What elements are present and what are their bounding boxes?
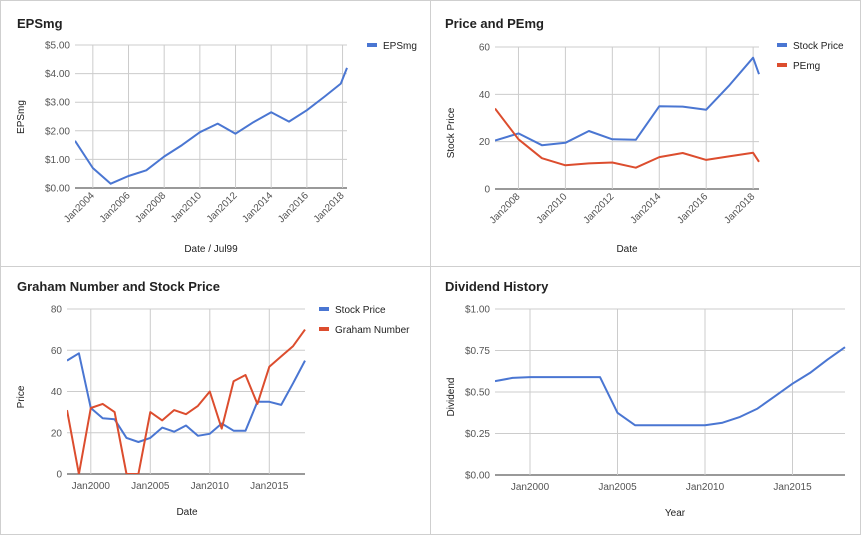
eps-chart-panel: EPSmg $0.00 $1.00 $2.00 $3.00 $4.00 $5.00 Jan20…: [0, 0, 431, 267]
y-axis-title: EPSmg: [16, 100, 27, 134]
series-line-stock-price: [495, 56, 760, 147]
x-tick-label: Jan2012: [582, 191, 617, 226]
x-tick-label: Jan2016: [675, 191, 710, 226]
y-tick-label: $5.00: [45, 41, 70, 52]
chart-title: Price and PEmg: [445, 16, 544, 31]
graham-chart: Graham Number and Stock Price 0 20 40 60 80 Ja…: [16, 279, 410, 518]
dividend-chart: Dividend History $0.00 $0.25 $0.50 $0.75 $1.0…: [445, 279, 846, 519]
legend-label: Stock Price: [793, 41, 844, 52]
x-tick-label: Jan2000: [72, 481, 111, 492]
y-axis-title: Dividend: [446, 378, 457, 417]
x-tick-label: Jan2015: [773, 482, 812, 493]
y-tick-label: 40: [51, 387, 63, 398]
y-tick-label: $0.25: [465, 429, 490, 440]
legend-swatch: [319, 307, 329, 311]
y-tick-label: 0: [56, 470, 62, 481]
legend-label: Graham Number: [335, 325, 410, 336]
y-tick-label: $3.00: [45, 98, 70, 109]
eps-chart: EPSmg $0.00 $1.00 $2.00 $3.00 $4.00 $5.00 Jan20…: [16, 16, 417, 255]
y-tick-label: 60: [479, 43, 491, 54]
y-axis-title: Price: [16, 385, 27, 408]
y-tick-label: $1.00: [45, 155, 70, 166]
x-tick-label: Jan2014: [628, 191, 663, 226]
y-tick-label: $4.00: [45, 69, 70, 80]
y-tick-label: $0.50: [465, 388, 490, 399]
x-tick-label: Jan2008: [133, 190, 168, 225]
series-line-stock-price: [67, 352, 306, 443]
x-tick-label: Jan2018: [722, 191, 757, 226]
dividend-chart-panel: Dividend History $0.00 $0.25 $0.50 $0.75 $1.0…: [430, 266, 861, 535]
y-tick-label: 40: [479, 90, 491, 101]
y-tick-label: 20: [51, 428, 63, 439]
legend-swatch: [777, 43, 787, 47]
legend-label: EPSmg: [383, 41, 417, 52]
graham-chart-panel: Graham Number and Stock Price 0 20 40 60 80 Ja…: [0, 266, 431, 535]
legend-label: PEmg: [793, 61, 820, 72]
y-tick-label: $2.00: [45, 126, 70, 137]
x-tick-label: Jan2015: [250, 481, 289, 492]
x-tick-label: Jan2010: [191, 481, 230, 492]
series-line-dividend: [495, 346, 846, 427]
series-line-pemg: [495, 107, 760, 169]
y-tick-label: 80: [51, 305, 63, 316]
x-tick-label: Jan2014: [240, 190, 275, 225]
chart-title: Graham Number and Stock Price: [17, 279, 220, 294]
y-tick-label: $0.75: [465, 346, 490, 357]
chart-title: Dividend History: [445, 279, 549, 294]
x-tick-label: Jan2018: [312, 190, 347, 225]
legend-swatch: [777, 63, 787, 67]
legend-label: Stock Price: [335, 305, 386, 316]
x-axis-title: Date / Jul99: [184, 244, 238, 255]
price-pe-chart-panel: Price and PEmg 0 20 40 60 Jan2008 Jan2010 Jan20…: [430, 0, 861, 267]
chart-title: EPSmg: [17, 16, 63, 31]
legend-swatch: [367, 43, 377, 47]
x-tick-label: Jan2010: [686, 482, 725, 493]
x-tick-label: Jan2012: [205, 190, 240, 225]
y-tick-label: $1.00: [465, 305, 490, 316]
x-tick-label: Jan2004: [62, 190, 97, 225]
price-pe-chart: Price and PEmg 0 20 40 60 Jan2008 Jan2010 Jan20…: [445, 16, 844, 255]
y-tick-label: 20: [479, 137, 491, 148]
legend-swatch: [319, 327, 329, 331]
x-axis-title: Date: [616, 244, 638, 255]
x-tick-label: Jan2005: [598, 482, 637, 493]
x-tick-label: Jan2006: [98, 190, 133, 225]
x-tick-label: Jan2005: [131, 481, 170, 492]
y-tick-label: $0.00: [45, 184, 70, 195]
x-axis-title: Year: [665, 508, 686, 519]
y-tick-label: 0: [484, 185, 490, 196]
x-tick-label: Jan2010: [535, 191, 570, 226]
x-tick-label: Jan2000: [511, 482, 550, 493]
x-tick-label: Jan2008: [488, 191, 523, 226]
y-axis-title: Stock Price: [446, 107, 457, 158]
y-tick-label: $0.00: [465, 471, 490, 482]
x-tick-label: Jan2010: [169, 190, 204, 225]
series-line-epsmg: [75, 67, 348, 185]
x-tick-label: Jan2016: [276, 190, 311, 225]
x-axis-title: Date: [176, 507, 198, 518]
series-line-graham-number: [67, 329, 306, 474]
y-tick-label: 60: [51, 346, 63, 357]
